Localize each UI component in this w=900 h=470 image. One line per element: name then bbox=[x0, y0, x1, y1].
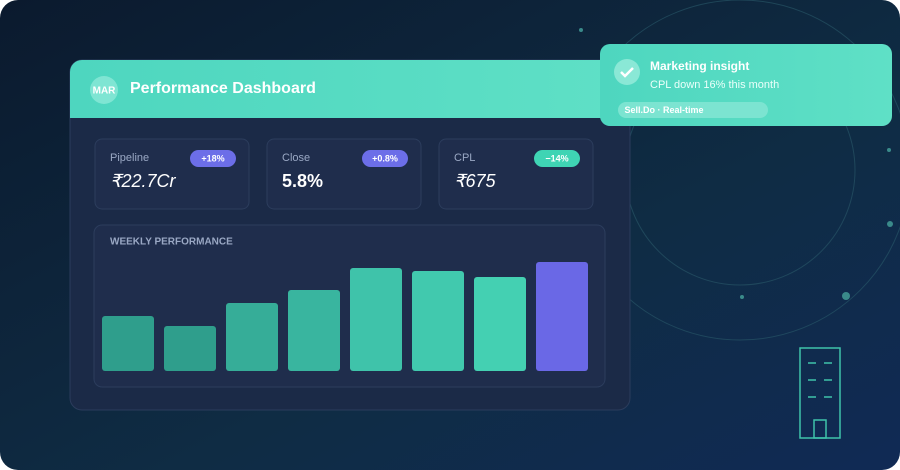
bar bbox=[226, 303, 278, 371]
kpi-value: ₹675 bbox=[454, 171, 496, 191]
decor-dots bbox=[579, 28, 893, 300]
bar bbox=[412, 271, 464, 371]
check-mark bbox=[620, 67, 634, 78]
kpi-value: 5.8% bbox=[282, 171, 323, 191]
bar bbox=[350, 268, 402, 371]
kpi-badge-text: +18% bbox=[201, 153, 224, 163]
kpi-badge bbox=[190, 150, 236, 167]
bar bbox=[288, 290, 340, 371]
building-icon bbox=[799, 347, 841, 439]
notification-tag bbox=[618, 102, 768, 118]
kpi-label: Pipeline bbox=[110, 152, 149, 164]
kpi-label: CPL bbox=[454, 152, 475, 164]
logo bbox=[90, 76, 118, 104]
kpi-badge-text: −14% bbox=[545, 153, 568, 163]
chart-title: WEEKLY PERFORMANCE bbox=[110, 237, 233, 248]
dashboard-header bbox=[70, 60, 630, 118]
bar bbox=[536, 262, 588, 371]
bar bbox=[102, 316, 154, 371]
notification-title: Marketing insight bbox=[650, 59, 749, 73]
kpi-badge bbox=[534, 150, 580, 167]
logo-text: MAR bbox=[93, 86, 117, 97]
check-icon bbox=[614, 59, 640, 85]
bar bbox=[474, 277, 526, 371]
dashboard-title: Performance Dashboard bbox=[130, 80, 316, 97]
kpi-value: ₹22.7Cr bbox=[110, 171, 176, 191]
kpi-badge-text: +0.8% bbox=[372, 153, 398, 163]
kpi-label: Close bbox=[282, 152, 310, 164]
kpi-badge bbox=[362, 150, 408, 167]
notification-tag-text: Sell.Do · Real-time bbox=[624, 105, 703, 115]
notification-text: CPL down 16% this month bbox=[650, 79, 779, 91]
bar bbox=[164, 326, 216, 371]
